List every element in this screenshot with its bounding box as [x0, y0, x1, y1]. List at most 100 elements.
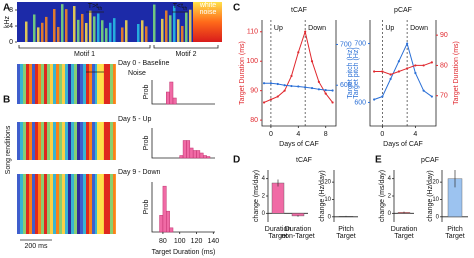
- y-tick-label: 0: [388, 211, 392, 217]
- hist-bar: [162, 185, 167, 233]
- syllable: [177, 19, 180, 42]
- motif-label: Motif 2: [175, 51, 196, 58]
- y-tick-label: 4: [388, 176, 392, 182]
- raster-column: [80, 64, 83, 104]
- y-tick-label: 8: [9, 7, 13, 14]
- data-point: [381, 95, 384, 98]
- data-point: [297, 51, 300, 54]
- raster-column: [107, 122, 110, 160]
- raster-column: [17, 122, 20, 160]
- data-point: [389, 77, 392, 80]
- syllable: [125, 20, 128, 42]
- y-axis-label: Prob: [143, 200, 150, 215]
- y-axis-label: Target pitch (Hz): [347, 47, 354, 98]
- raster-column: [38, 122, 41, 160]
- hist-bar: [189, 147, 194, 159]
- data-point: [310, 86, 314, 90]
- hist-bar: [206, 156, 211, 159]
- raster-column: [41, 122, 44, 160]
- data-point: [304, 86, 307, 89]
- y-tick-label: 80: [440, 62, 448, 69]
- panel-label: A: [3, 3, 10, 14]
- raster-column: [50, 174, 53, 234]
- syllable: [109, 22, 112, 42]
- x-tick-label: Target: [445, 233, 465, 240]
- panel-title: pCAF: [421, 157, 439, 164]
- noise-block: [193, 2, 222, 42]
- raster-column: [32, 122, 35, 160]
- annotation-sub: th: [183, 6, 187, 12]
- y-axis-label: change (Hz/day): [319, 170, 326, 221]
- raster-column: [89, 64, 92, 104]
- raster-noise: [97, 64, 103, 104]
- y-tick-label: 0: [262, 211, 266, 217]
- panel-label: B: [3, 95, 10, 106]
- data-point: [381, 70, 384, 73]
- syllable: [45, 16, 48, 42]
- hist-bar: [169, 81, 174, 105]
- axis: [151, 182, 215, 233]
- syllable: [141, 20, 144, 42]
- raster-column: [92, 64, 95, 104]
- syllable: [57, 26, 60, 42]
- hist-bar: [169, 227, 174, 233]
- syllable: [37, 27, 40, 42]
- data-point: [283, 89, 286, 92]
- scale-bar-label: 200 ms: [25, 243, 48, 250]
- motif-bracket: [153, 45, 219, 49]
- y-tick-label: 0: [9, 39, 13, 46]
- hist-bar: [202, 155, 207, 159]
- raster-column: [113, 64, 116, 104]
- syllable: [65, 9, 68, 42]
- raster-column: [26, 64, 29, 104]
- raster-column: [23, 122, 26, 160]
- raster-column: [53, 122, 56, 160]
- raster-column: [92, 174, 95, 234]
- x-tick-label: 0: [269, 131, 273, 138]
- data-point: [317, 80, 320, 83]
- raster-noise: [97, 122, 103, 160]
- data-point: [324, 92, 327, 95]
- raster-column: [32, 174, 35, 234]
- raster-column: [35, 174, 38, 234]
- y-tick-label: 2: [262, 194, 266, 200]
- raster-column: [62, 174, 65, 234]
- x-tick-label: Pitch: [447, 226, 463, 233]
- panel-label: D: [233, 155, 240, 166]
- raster-noise: [97, 174, 103, 234]
- raster-column: [56, 64, 59, 104]
- syllable: [105, 28, 108, 42]
- raster-column: [35, 64, 38, 104]
- y-axis-label: Target Duration (ms): [239, 41, 246, 105]
- phase-label: Up: [274, 25, 283, 32]
- y-tick-label: 600: [354, 99, 366, 106]
- x-tick-label: 100: [174, 238, 186, 245]
- raster-column: [86, 64, 89, 104]
- syllable: [61, 4, 64, 43]
- hist-bar: [166, 210, 170, 233]
- raster-column: [86, 122, 89, 160]
- x-tick-label: Pitch: [338, 226, 354, 233]
- raster-column: [74, 122, 77, 160]
- hist-bar: [186, 140, 191, 159]
- data-point: [304, 30, 307, 33]
- y-tick-label: 700: [340, 41, 352, 48]
- y-tick-label: 110: [247, 29, 258, 36]
- y-tick-label: 90: [440, 32, 448, 39]
- noise-label: Noise: [128, 70, 146, 77]
- data-point: [430, 95, 433, 98]
- raster-column: [86, 174, 89, 234]
- raster-column: [71, 122, 74, 160]
- panel-title: tCAF: [291, 7, 307, 14]
- x-tick-label: Duration: [265, 226, 292, 233]
- data-point: [422, 64, 425, 67]
- raster-column: [47, 174, 50, 234]
- syllable: [113, 18, 116, 42]
- raster-column: [29, 174, 32, 234]
- motif-bracket: [18, 45, 151, 49]
- raster-column: [77, 174, 80, 234]
- y-tick-label: 100: [246, 58, 258, 65]
- x-axis-label: Days of CAF: [383, 141, 423, 148]
- raster-column: [41, 174, 44, 234]
